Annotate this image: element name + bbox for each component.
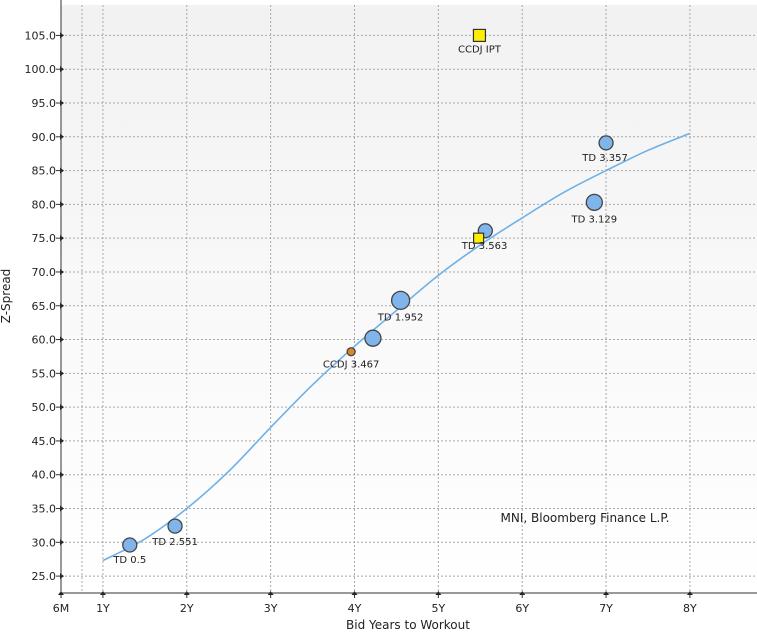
point-data-label: TD 1.952 [377, 312, 424, 323]
x-tick-label: 6Y [515, 602, 529, 615]
y-tick-label: 70.0 [32, 266, 57, 279]
y-tick-label: 105.0 [25, 29, 57, 42]
x-tick-label: 5Y [431, 602, 445, 615]
td-circle-marker [599, 136, 613, 150]
y-tick-label: 50.0 [32, 401, 57, 414]
y-tick-label: 45.0 [32, 435, 57, 448]
td-circle-marker [365, 330, 381, 346]
y-tick-label: 30.0 [32, 536, 57, 549]
point-data-label: TD 2.551 [151, 537, 198, 548]
y-tick-label: 85.0 [32, 165, 57, 178]
x-tick-label: 1Y [96, 602, 110, 615]
y-axis-title: Z-Spread [0, 269, 13, 324]
point-data-label: TD 3.357 [581, 153, 628, 164]
td-circle-marker [168, 519, 182, 533]
y-tick-label: 90.0 [32, 131, 57, 144]
x-tick-label: 3Y [264, 602, 278, 615]
y-tick-label: 80.0 [32, 198, 57, 211]
ccdj-circle-marker [347, 348, 355, 356]
x-tick-label: 2Y [180, 602, 194, 615]
y-tick-label: 95.0 [32, 97, 57, 110]
y-tick-label: 100.0 [25, 63, 57, 76]
td-circle-marker [392, 291, 410, 309]
y-tick-label: 75.0 [32, 232, 57, 245]
source-annotation: MNI, Bloomberg Finance L.P. [501, 511, 670, 525]
ccdj-square-marker [473, 29, 485, 41]
y-tick-label: 65.0 [32, 300, 57, 313]
point-data-label: TD 3.129 [571, 214, 618, 225]
x-tick-label: 8Y [683, 602, 697, 615]
point-data-label: CCDJ 3.467 [323, 360, 379, 371]
y-tick-label: 25.0 [32, 570, 57, 583]
x-tick-label: 6M [53, 602, 70, 615]
td-circle-marker [586, 194, 602, 210]
x-tick-label: 4Y [348, 602, 362, 615]
td-circle-marker [123, 538, 137, 552]
y-tick-label: 35.0 [32, 503, 57, 516]
x-axis-title: Bid Years to Workout [346, 618, 470, 632]
point-data-label: CCDJ IPT [458, 44, 502, 55]
point-data-label: TD 3.563 [461, 241, 508, 252]
point-data-label: TD 0.5 [112, 555, 146, 566]
y-tick-label: 40.0 [32, 469, 57, 482]
y-tick-label: 60.0 [32, 334, 57, 347]
y-tick-label: 55.0 [32, 367, 57, 380]
x-tick-label: 7Y [599, 602, 613, 615]
